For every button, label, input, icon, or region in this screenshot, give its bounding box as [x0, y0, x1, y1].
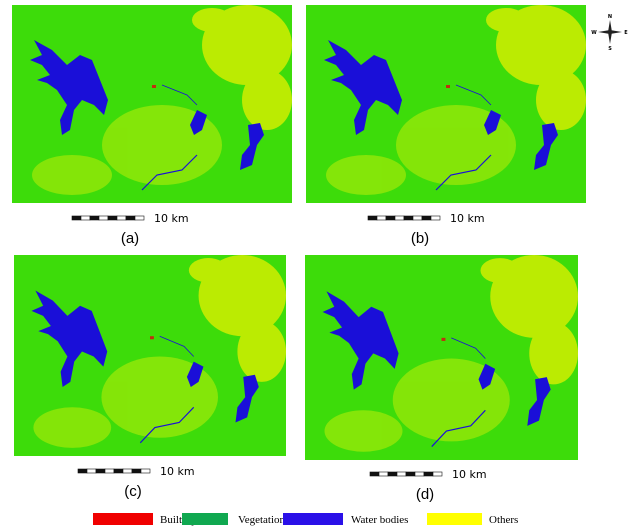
scale-segment — [432, 471, 443, 477]
compass-s: S — [608, 46, 612, 52]
scale-segment — [367, 215, 378, 221]
scale-segment — [412, 215, 423, 221]
scale-segment — [387, 471, 398, 477]
scale-segment — [131, 468, 142, 474]
compass-e: E — [624, 30, 628, 36]
panel-label: (d) — [416, 486, 434, 503]
scale-segment — [140, 468, 151, 474]
scale-segment — [430, 215, 441, 221]
compass-rose — [598, 20, 622, 44]
scale-segment — [71, 215, 82, 221]
scale-segment — [89, 215, 100, 221]
scale-segment — [104, 468, 115, 474]
panel-label: (c) — [124, 483, 142, 500]
land-cover-map — [14, 255, 286, 456]
scale-label: 10 km — [452, 468, 487, 481]
panel: 10 km (b) — [306, 5, 586, 247]
scale-segment — [113, 468, 124, 474]
panel: 10 km (a) — [12, 5, 292, 247]
legend-label: Water bodies — [351, 514, 408, 526]
land-cover-map — [12, 5, 292, 203]
panel: 10 km (c) — [14, 255, 286, 500]
legend-label: Vegetation — [238, 514, 286, 526]
scale-segment — [414, 471, 425, 477]
compass: N S E W — [591, 14, 628, 52]
legend-swatch — [93, 513, 153, 525]
scale-label: 10 km — [154, 212, 189, 225]
scale-segment — [125, 215, 136, 221]
scale-bar — [71, 215, 145, 221]
scale-segment — [107, 215, 118, 221]
panel-label: (b) — [411, 230, 429, 247]
legend-label: Others — [489, 514, 518, 526]
scale-segment — [77, 468, 88, 474]
scale-segment — [423, 471, 434, 477]
scale-segment — [134, 215, 145, 221]
scale-segment — [378, 471, 389, 477]
scale-bar — [367, 215, 441, 221]
legend-swatch — [182, 513, 228, 525]
scale-label: 10 km — [450, 212, 485, 225]
scale-segment — [385, 215, 396, 221]
scale-segment — [116, 215, 127, 221]
scale-bar — [369, 471, 443, 477]
scale-bar — [77, 468, 151, 474]
panels: 10 km (a) 10 km (b) 10 km (c) 10 km (d) — [12, 5, 586, 503]
scale-segment — [98, 215, 109, 221]
scale-segment — [403, 215, 414, 221]
scale-segment — [122, 468, 133, 474]
scale-segment — [86, 468, 97, 474]
panel: 10 km (d) — [305, 255, 578, 503]
scale-segment — [376, 215, 387, 221]
scale-segment — [394, 215, 405, 221]
legend-swatch — [283, 513, 343, 525]
scale-segment — [421, 215, 432, 221]
scale-segment — [369, 471, 380, 477]
scale-segment — [80, 215, 91, 221]
compass-w: W — [591, 30, 597, 36]
scale-segment — [396, 471, 407, 477]
scale-label: 10 km — [160, 465, 195, 478]
compass-n: N — [608, 14, 612, 20]
scale-segment — [405, 471, 416, 477]
land-cover-map — [306, 5, 586, 203]
panel-label: (a) — [121, 230, 139, 247]
land-cover-map — [305, 255, 578, 460]
scale-segment — [95, 468, 106, 474]
legend: Built-up Vegetation Water bodies Others — [93, 513, 518, 526]
legend-swatch — [427, 513, 482, 525]
